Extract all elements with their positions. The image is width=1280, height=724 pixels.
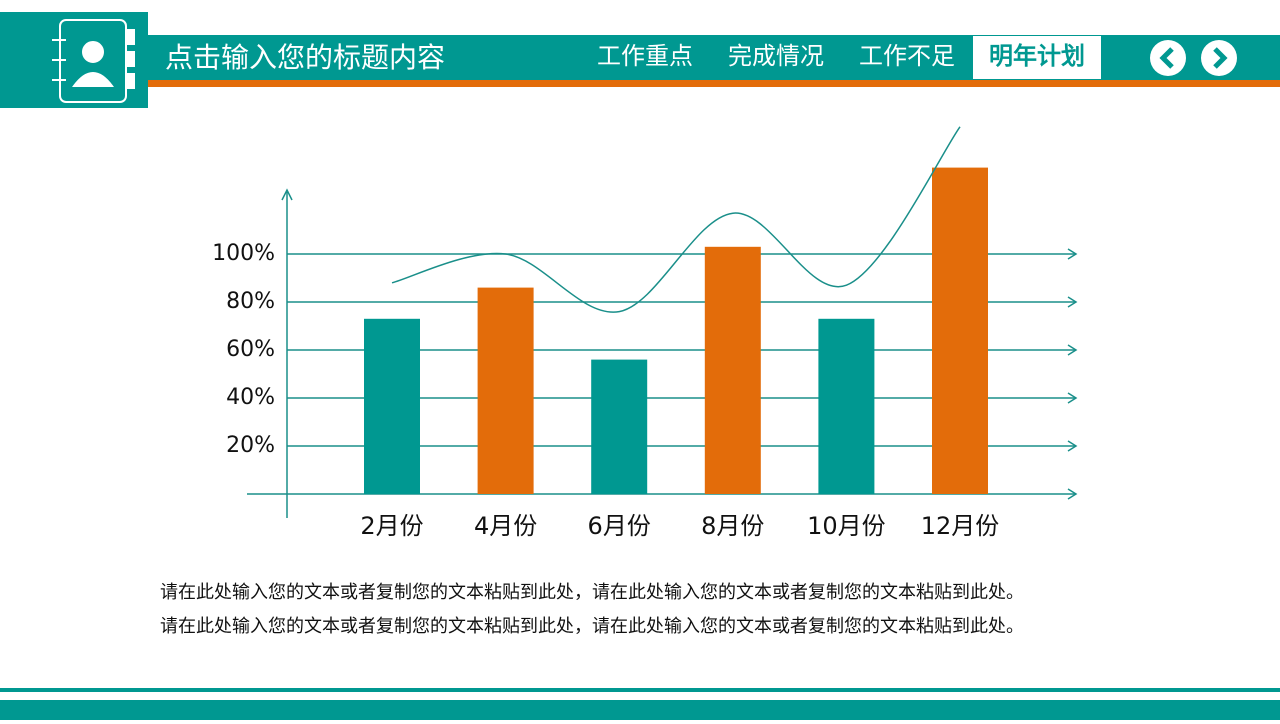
- x-axis-arrow: [1067, 488, 1078, 500]
- x-tick-label: 2月份: [360, 512, 423, 540]
- grid-arrow: [1067, 248, 1078, 260]
- prev-button[interactable]: [1150, 40, 1186, 76]
- x-tick-label: 10月份: [807, 512, 886, 540]
- nav-item[interactable]: 明年计划: [989, 42, 1085, 70]
- bar: [704, 246, 761, 494]
- grid-arrow: [1067, 392, 1078, 404]
- nav-item[interactable]: 工作不足: [859, 42, 955, 70]
- x-tick-label: 8月份: [701, 512, 764, 540]
- body-text: 请在此处输入您的文本或者复制您的文本粘贴到此处，请在此处输入您的文本或者复制您的…: [160, 616, 1024, 637]
- bar: [818, 318, 875, 494]
- x-tick-label: 4月份: [474, 512, 537, 540]
- bar: [591, 359, 648, 494]
- contact-icon: [52, 19, 135, 103]
- nav-active-bg: [973, 36, 1101, 79]
- next-button[interactable]: [1201, 40, 1237, 76]
- y-tick-label: 100%: [212, 241, 275, 266]
- bar: [477, 287, 534, 494]
- bar: [932, 167, 988, 494]
- bar: [364, 318, 420, 494]
- footer-line: [0, 688, 1280, 692]
- y-axis-arrow: [281, 188, 293, 201]
- x-tick-label: 6月份: [588, 512, 651, 540]
- nav-item[interactable]: 完成情况: [728, 42, 824, 70]
- grid-arrow: [1067, 440, 1078, 452]
- y-tick-label: 40%: [226, 385, 275, 410]
- header-accent: [148, 80, 1280, 87]
- logo-box: [0, 12, 148, 108]
- trend-line: [391, 126, 961, 313]
- y-tick-label: 80%: [226, 289, 275, 314]
- y-tick-label: 20%: [226, 433, 275, 458]
- body-text: 请在此处输入您的文本或者复制您的文本粘贴到此处，请在此处输入您的文本或者复制您的…: [160, 582, 1024, 603]
- footer-band: [0, 700, 1280, 720]
- y-tick-label: 60%: [226, 337, 275, 362]
- grid-arrow: [1067, 296, 1078, 308]
- x-tick-label: 12月份: [921, 512, 1000, 540]
- grid-arrow: [1067, 344, 1078, 356]
- nav-item[interactable]: 工作重点: [597, 42, 693, 70]
- page-title: 点击输入您的标题内容: [165, 41, 445, 74]
